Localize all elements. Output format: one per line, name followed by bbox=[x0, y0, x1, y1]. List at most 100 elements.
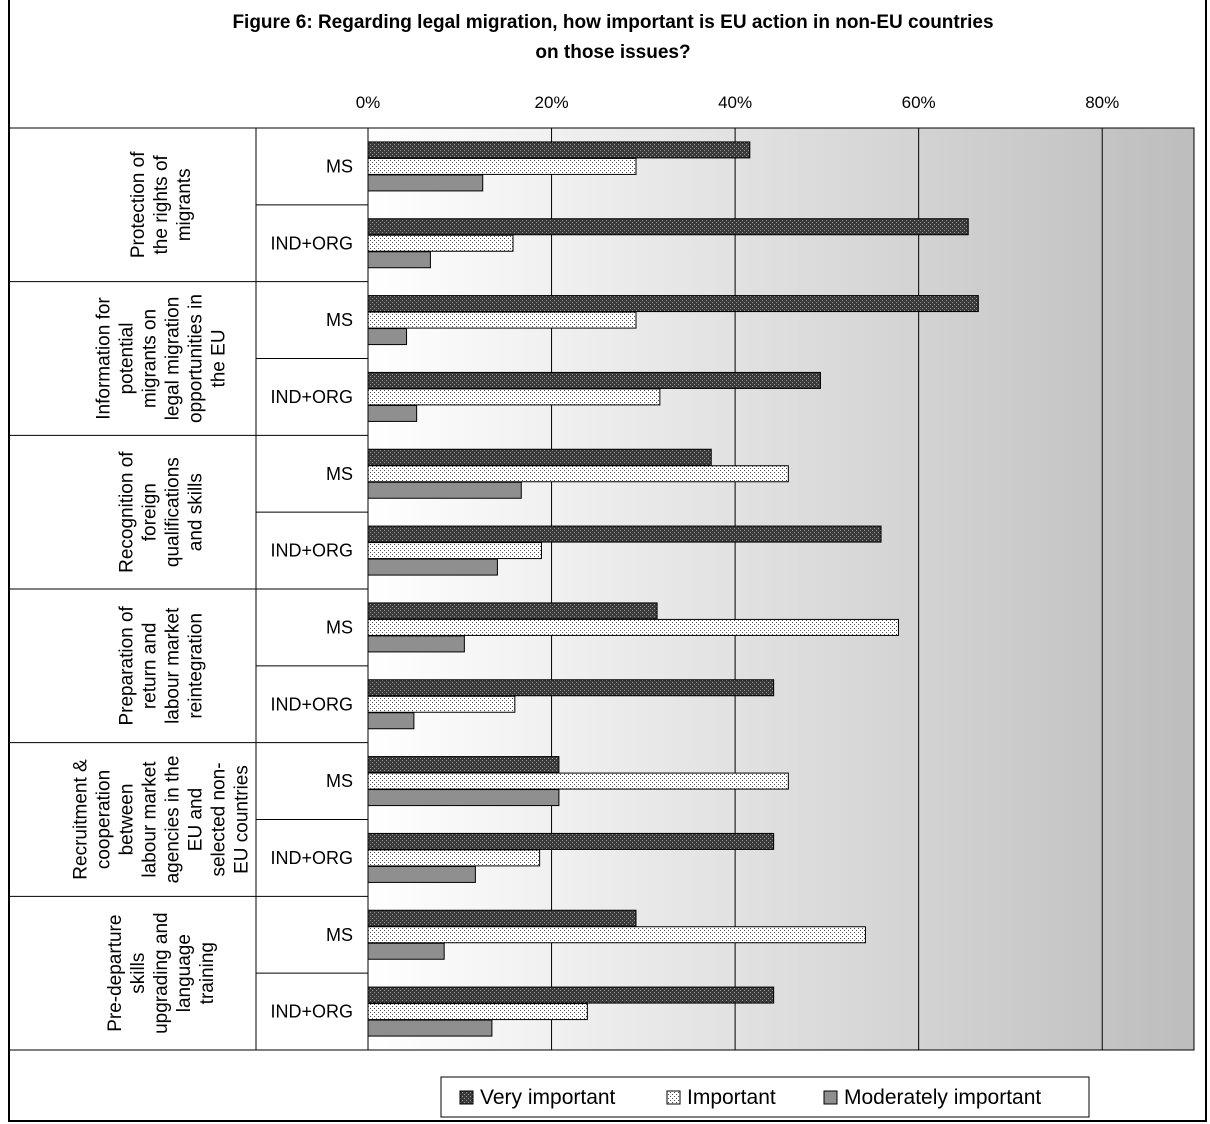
group-label-line: legal migration bbox=[163, 297, 184, 421]
bar-important bbox=[367, 542, 542, 560]
bar-moderately-important bbox=[367, 942, 445, 960]
group-label-line: agencies in the bbox=[163, 756, 184, 884]
group-label-line: Information for bbox=[94, 297, 115, 420]
x-tick-labels: 0% 20% 40% 60% 80% bbox=[356, 93, 1120, 112]
bar-important bbox=[367, 234, 514, 252]
chart-title-line1: Figure 6: Regarding legal migration, how… bbox=[232, 12, 993, 33]
bar-moderately-important bbox=[367, 635, 465, 653]
subgroup-label: MS bbox=[326, 156, 353, 176]
bar-important bbox=[367, 1003, 588, 1021]
group-label-line: return and bbox=[140, 623, 161, 710]
subgroup-label: IND+ORG bbox=[270, 233, 353, 253]
bar-important bbox=[367, 849, 541, 867]
group-label-line: Pre-departure bbox=[105, 915, 126, 1032]
bar-moderately-important bbox=[367, 712, 415, 730]
chart-svg: Figure 6: Regarding legal migration, how… bbox=[10, 12, 1195, 1118]
bar-very-important bbox=[367, 448, 712, 466]
bar-very-important bbox=[367, 679, 775, 697]
bar-very-important bbox=[367, 525, 882, 543]
bar-moderately-important bbox=[367, 174, 484, 192]
group-label-line: EU and bbox=[186, 788, 207, 851]
bar-important bbox=[367, 388, 661, 406]
bar-moderately-important bbox=[367, 558, 498, 576]
category-dividers bbox=[10, 127, 368, 1051]
group-label-line: upgrading and bbox=[151, 912, 172, 1034]
group-label-line: labour market bbox=[140, 761, 161, 878]
subgroup-label: MS bbox=[326, 925, 353, 945]
plot-area bbox=[367, 127, 1195, 1051]
group-label-line: Recruitment & bbox=[71, 759, 92, 880]
bar-very-important bbox=[367, 832, 775, 850]
subgroup-label: MS bbox=[326, 464, 353, 484]
bar-moderately-important bbox=[367, 328, 408, 346]
group-label-line: between bbox=[117, 784, 138, 856]
group-label-line: reintegration bbox=[186, 613, 207, 719]
group-label-line: selected non- bbox=[209, 762, 230, 876]
x-tick-label: 80% bbox=[1085, 93, 1119, 112]
legend-swatch-important bbox=[666, 1090, 681, 1105]
group-label-line: foreign bbox=[140, 483, 161, 541]
x-tick-label: 40% bbox=[718, 93, 752, 112]
bar-very-important bbox=[367, 141, 751, 159]
group-labels: Protection of the rights of migrants Inform… bbox=[71, 151, 253, 1034]
legend-label-moderately-important: Moderately important bbox=[844, 1086, 1041, 1109]
group-label-line: qualifications bbox=[163, 457, 184, 567]
bar-very-important bbox=[367, 986, 775, 1004]
group-label-line: skills bbox=[128, 953, 149, 994]
subgroup-label: IND+ORG bbox=[270, 541, 353, 561]
bar-moderately-important bbox=[367, 789, 560, 807]
bar-important bbox=[367, 157, 637, 175]
subgroup-label: IND+ORG bbox=[270, 1002, 353, 1022]
bar-moderately-important bbox=[367, 481, 522, 499]
group-label-line: EU countries bbox=[232, 765, 253, 874]
group-label-line: language bbox=[174, 934, 195, 1012]
bar-moderately-important bbox=[367, 251, 431, 269]
legend-swatch-very-important bbox=[459, 1090, 474, 1105]
bars bbox=[367, 141, 979, 1037]
group-label-line: Recognition of bbox=[117, 451, 138, 573]
subgroup-label: MS bbox=[326, 310, 353, 330]
group-label-line: opportunities in bbox=[186, 294, 207, 423]
subgroup-labels: MS IND+ORG MS IND+ORG MS IND+ORG MS IND+ORG MS IN… bbox=[270, 156, 353, 1021]
group-label-line: the EU bbox=[209, 329, 230, 387]
bar-very-important bbox=[367, 602, 658, 620]
x-tick-label: 20% bbox=[535, 93, 569, 112]
group-label-line: cooperation bbox=[94, 770, 115, 869]
legend-label-important: Important bbox=[687, 1086, 776, 1109]
legend-box bbox=[440, 1076, 1090, 1118]
bar-very-important bbox=[367, 371, 821, 389]
bar-moderately-important bbox=[367, 1019, 493, 1037]
bar-important bbox=[367, 695, 516, 713]
bar-very-important bbox=[367, 909, 637, 927]
group-label-line: migrants bbox=[174, 168, 195, 241]
group-label-line: potential bbox=[117, 323, 138, 395]
legend-swatch-moderately-important bbox=[823, 1090, 838, 1105]
subgroup-label: IND+ORG bbox=[270, 694, 353, 714]
subgroup-label: IND+ORG bbox=[270, 387, 353, 407]
x-tick-label: 0% bbox=[356, 93, 381, 112]
chart-frame: Figure 6: Regarding legal migration, how… bbox=[8, 0, 1207, 1122]
legend: Very important Important Moderately impo… bbox=[440, 1076, 1090, 1118]
x-tick-label: 60% bbox=[902, 93, 936, 112]
group-label-line: migrants on bbox=[140, 309, 161, 408]
subgroup-label: IND+ORG bbox=[270, 848, 353, 868]
group-label-line: Preparation of bbox=[117, 605, 138, 725]
group-label-line: training bbox=[197, 942, 218, 1004]
chart-title-line2: on those issues? bbox=[535, 42, 690, 63]
bar-important bbox=[367, 618, 899, 636]
bar-moderately-important bbox=[367, 404, 418, 422]
bar-important bbox=[367, 926, 866, 944]
subgroup-label: MS bbox=[326, 771, 353, 791]
group-label-line: the rights of bbox=[151, 154, 172, 254]
legend-label-very-important: Very important bbox=[480, 1086, 616, 1109]
bar-important bbox=[367, 465, 789, 483]
group-label-line: labour market bbox=[163, 607, 184, 724]
group-label-line: and skills bbox=[186, 473, 207, 551]
bar-very-important bbox=[367, 218, 969, 236]
subgroup-label: MS bbox=[326, 617, 353, 637]
bar-important bbox=[367, 772, 789, 790]
bar-important bbox=[367, 311, 637, 329]
bar-very-important bbox=[367, 295, 979, 313]
bar-very-important bbox=[367, 756, 560, 774]
gridlines bbox=[551, 128, 1103, 1050]
